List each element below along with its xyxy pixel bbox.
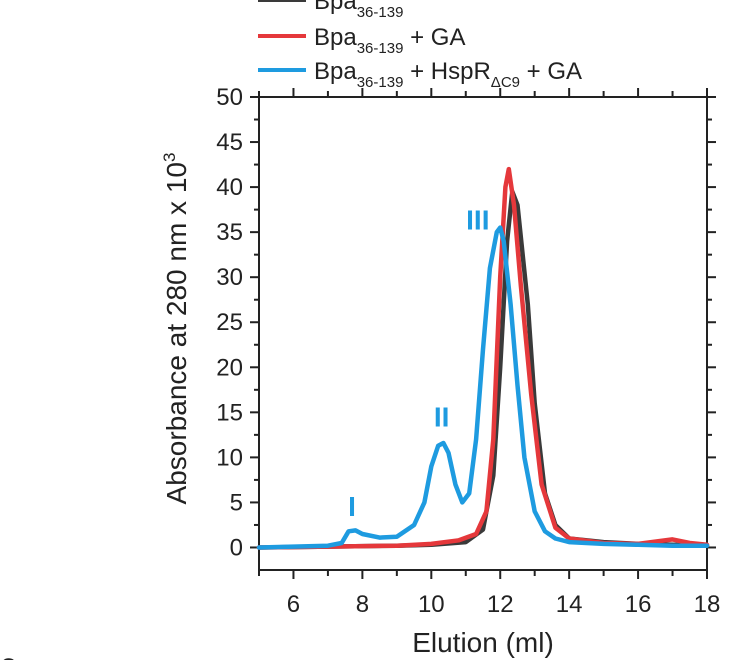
x-axis: 6 8 10 12 14 16 18 <box>258 88 721 618</box>
plot-frame <box>258 96 708 571</box>
y-tick-label: 50 <box>216 84 243 111</box>
y-tick-label: 45 <box>216 129 243 156</box>
legend-label: Bpa36-139 + GA <box>314 24 465 57</box>
y-tick-label: 20 <box>216 354 243 381</box>
peak-annotation: II <box>434 402 450 433</box>
y-axis-title-main: Absorbance at 280 nm x 10 <box>161 162 192 504</box>
legend-label: Bpa36-139 <box>314 0 403 21</box>
y-axis-title: Absorbance at 280 nm x 103 <box>160 153 192 505</box>
x-tick-label: 18 <box>694 591 721 618</box>
y-tick-label: 10 <box>216 444 243 471</box>
y-axis: 0 5 10 15 20 25 30 35 40 45 50 <box>216 84 716 561</box>
y-tick-label: 30 <box>216 264 243 291</box>
x-tick-label: 6 <box>287 591 300 618</box>
x-tick-label: 16 <box>625 591 652 618</box>
y-tick-label: 35 <box>216 219 243 246</box>
panel-letter: c <box>0 648 17 660</box>
x-tick-label: 12 <box>487 591 514 618</box>
y-tick-label: 25 <box>216 309 243 336</box>
y-axis-title-superscript: 3 <box>160 153 179 162</box>
series-line-3 <box>256 225 710 550</box>
x-tick-label: 10 <box>418 591 445 618</box>
x-tick-label: 8 <box>356 591 369 618</box>
x-tick-label: 14 <box>556 591 583 618</box>
peak-annotation: III <box>466 204 489 235</box>
legend-label: Bpa36-139 + HspRΔC9 + GA <box>314 58 582 91</box>
peak-annotation: I <box>348 491 356 522</box>
x-axis-title: Elution (ml) <box>412 627 554 658</box>
y-tick-label: 15 <box>216 399 243 426</box>
y-tick-label: 0 <box>230 534 243 561</box>
y-tick-label: 40 <box>216 174 243 201</box>
y-tick-label: 5 <box>230 489 243 516</box>
series-group <box>256 166 710 550</box>
